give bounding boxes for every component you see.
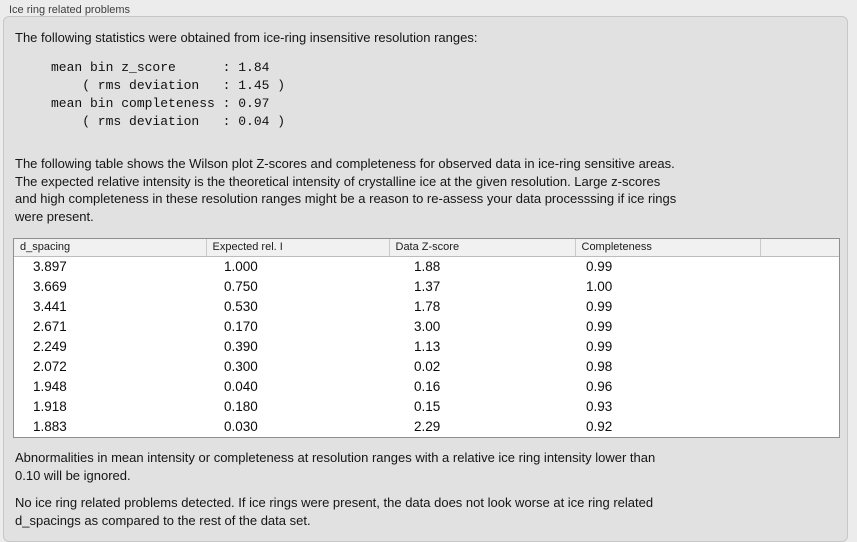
table-cell: 0.99: [586, 299, 613, 314]
table-body: 3.897 1.000 1.88 0.99 3.669 0.750 1.37 1.00 3.44…: [14, 257, 839, 437]
table-cell: 3.669: [33, 279, 67, 294]
table-cell-empty: [760, 417, 839, 437]
stats-block: mean bin z_score : 1.84 ( rms deviation …: [51, 60, 286, 129]
table-cell-empty: [760, 297, 839, 317]
table-cell: 0.16: [414, 379, 441, 394]
table-cell: 1.13: [414, 339, 441, 354]
table-cell: 3.897: [33, 259, 67, 275]
table-cell: 1.78: [414, 299, 441, 314]
table-row[interactable]: 1.948 0.040 0.16 0.96: [14, 377, 839, 397]
table-cell: 0.02: [414, 359, 441, 374]
table-header-row: d_spacing Expected rel. I Data Z-score Comp…: [14, 239, 839, 257]
table-cell-empty: [760, 277, 839, 297]
table-cell-empty: [760, 357, 839, 377]
table-cell: 2.29: [414, 419, 441, 434]
table-cell-empty: [760, 397, 839, 417]
table-cell: 0.15: [414, 399, 441, 414]
table-cell: 0.750: [224, 279, 258, 294]
column-header[interactable]: [759, 239, 839, 257]
group-title: Ice ring related problems: [9, 4, 131, 16]
table-cell: 0.99: [586, 339, 613, 354]
column-header[interactable]: Expected rel. I: [205, 239, 389, 257]
table-cell: 3.00: [414, 319, 441, 334]
table-cell-empty: [760, 257, 839, 277]
table-cell: 0.030: [224, 419, 258, 434]
column-header[interactable]: Completeness: [574, 239, 760, 257]
table-cell: 0.170: [224, 319, 258, 334]
table-cell: 1.000: [224, 259, 258, 275]
table-cell: 0.99: [586, 319, 613, 334]
table-row[interactable]: 2.249 0.390 1.13 0.99: [14, 337, 839, 357]
ice-ring-table: d_spacing Expected rel. I Data Z-score Comp…: [13, 238, 840, 438]
table-cell: 0.390: [224, 339, 258, 354]
table-row[interactable]: 1.883 0.030 2.29 0.92: [14, 417, 839, 437]
table-cell: 0.98: [586, 359, 613, 374]
table-cell: 1.948: [33, 379, 67, 394]
table-row[interactable]: 3.897 1.000 1.88 0.99: [14, 257, 839, 277]
table-cell: 1.918: [33, 399, 67, 414]
table-cell: 2.249: [33, 339, 67, 354]
table-cell: 0.040: [224, 379, 258, 394]
conclusion-text: No ice ring related problems detected. I…: [15, 495, 654, 528]
table-cell: 0.99: [586, 259, 613, 275]
table-cell: 3.441: [33, 299, 67, 314]
table-row[interactable]: 3.441 0.530 1.78 0.99: [14, 297, 839, 317]
table-cell-empty: [760, 317, 839, 337]
table-cell: 1.37: [414, 279, 441, 294]
table-cell: 0.300: [224, 359, 258, 374]
table-row[interactable]: 2.671 0.170 3.00 0.99: [14, 317, 839, 337]
table-cell: 1.00: [586, 279, 613, 294]
table-cell: 0.93: [586, 399, 613, 414]
ignore-threshold-note: Abnormalities in mean intensity or compl…: [15, 450, 656, 483]
table-cell: 0.92: [586, 419, 613, 434]
table-row[interactable]: 3.669 0.750 1.37 1.00: [14, 277, 839, 297]
intro-text: The following statistics were obtained f…: [15, 30, 478, 45]
table-cell-empty: [760, 337, 839, 357]
table-cell: 0.180: [224, 399, 258, 414]
table-cell: 1.88: [414, 259, 441, 275]
column-header[interactable]: Data Z-score: [388, 239, 575, 257]
column-header[interactable]: d_spacing: [14, 239, 206, 257]
table-description: The following table shows the Wilson plo…: [15, 156, 677, 224]
table-cell: 1.883: [33, 419, 67, 434]
table-cell: 2.072: [33, 359, 67, 374]
table-row[interactable]: 2.072 0.300 0.02 0.98: [14, 357, 839, 377]
table-cell-empty: [760, 377, 839, 397]
ice-ring-groupbox: The following statistics were obtained f…: [3, 16, 848, 542]
table-cell: 2.671: [33, 319, 67, 334]
table-cell: 0.96: [586, 379, 613, 394]
table-row[interactable]: 1.918 0.180 0.15 0.93: [14, 397, 839, 417]
table-cell: 0.530: [224, 299, 258, 314]
